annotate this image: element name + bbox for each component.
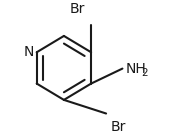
- Text: N: N: [24, 45, 34, 59]
- Text: 2: 2: [141, 68, 147, 78]
- Text: NH: NH: [125, 62, 146, 76]
- Text: Br: Br: [70, 2, 85, 15]
- Text: Br: Br: [110, 120, 126, 134]
